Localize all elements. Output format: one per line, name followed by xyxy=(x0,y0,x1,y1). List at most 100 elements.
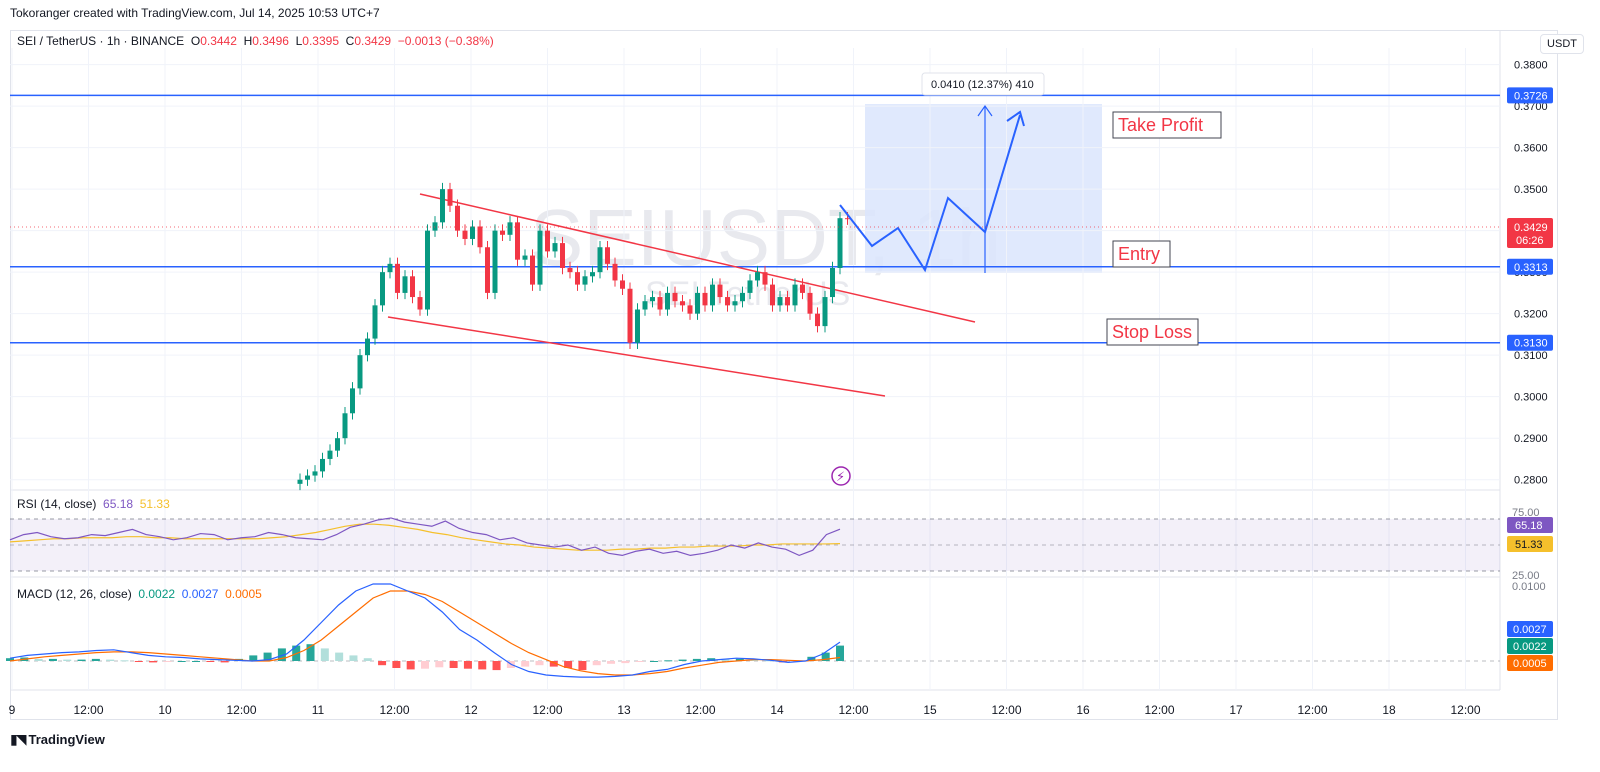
currency-button[interactable]: USDT xyxy=(1540,34,1584,54)
lightning-icon: ⚡ xyxy=(836,470,845,485)
candle-body xyxy=(297,479,303,484)
time-tick: 15 xyxy=(923,703,937,717)
tradingview-logo[interactable]: ▮◥ TradingView xyxy=(10,731,105,748)
macd-value: 0.0027 xyxy=(181,587,219,601)
candle-body xyxy=(522,255,528,260)
rsi-legend[interactable]: RSI (14, close) 65.18 51.33 xyxy=(17,497,170,511)
time-tick: 18 xyxy=(1382,703,1396,717)
macd-hist-bar xyxy=(821,652,830,661)
macd-hist-bar xyxy=(549,661,558,667)
macd-signal-tag-text: 0.0005 xyxy=(1513,658,1547,670)
time-tick: 12:00 xyxy=(73,703,103,717)
macd-hist-bar xyxy=(421,661,429,669)
candle-body xyxy=(305,475,310,480)
entry-box[interactable] xyxy=(1112,240,1171,268)
candle-body xyxy=(567,268,573,273)
macd-signal-line xyxy=(9,590,841,676)
candle-body xyxy=(507,222,513,235)
macd-hist-bar xyxy=(621,661,630,664)
candle-body xyxy=(575,272,580,285)
close-label: C xyxy=(345,34,355,48)
macd-hist-bar xyxy=(177,661,186,662)
price-tick: 0.3600 xyxy=(1514,143,1548,155)
stop-loss-box[interactable] xyxy=(1106,318,1199,346)
measure-label-box xyxy=(921,72,1045,96)
candle-body xyxy=(545,230,550,252)
macd-hist-bar xyxy=(607,661,616,664)
candle-body xyxy=(680,301,685,306)
macd-hist-bar xyxy=(649,661,658,662)
candle-body xyxy=(350,388,355,414)
macd-hist-bar xyxy=(764,660,773,662)
macd-hist-bar xyxy=(378,661,387,666)
symbol-legend[interactable]: SEI / TetherUS · 1h · BINANCE O0.3442 H0… xyxy=(17,34,494,48)
channel-lower-trendline[interactable] xyxy=(387,316,886,397)
alert-icon[interactable] xyxy=(831,466,851,486)
candle-body xyxy=(725,297,730,306)
change-value: −0.0013 (−0.38%) xyxy=(397,34,494,48)
macd-hist-bar xyxy=(592,661,601,666)
level-tag xyxy=(1507,334,1553,351)
candle-body xyxy=(710,284,715,306)
price-tick: 0.2800 xyxy=(1514,475,1548,487)
candle-body xyxy=(537,230,543,285)
level-tags: 0.3726 0.3313 0.3130 xyxy=(1507,87,1553,351)
macd-hist-bar xyxy=(34,658,43,661)
macd-histogram xyxy=(6,644,844,671)
candle-body xyxy=(417,297,423,310)
macd-hist-bar xyxy=(149,661,158,663)
macd-hist-bar xyxy=(578,661,587,671)
candle-body xyxy=(815,313,820,327)
macd-legend[interactable]: MACD (12, 26, close) 0.0022 0.0027 0.000… xyxy=(17,587,262,601)
rsi-line xyxy=(9,517,841,557)
high-label: H xyxy=(243,34,253,48)
candle-body xyxy=(665,292,670,310)
level-tag xyxy=(1507,258,1553,275)
macd-hist-bar xyxy=(521,661,530,667)
take-profit-box[interactable] xyxy=(1112,111,1222,139)
time-tick: 12:00 xyxy=(838,703,868,717)
symbol-name: SEI / TetherUS · 1h · BINANCE xyxy=(17,34,185,48)
candle-body xyxy=(410,276,415,298)
macd-hist-bar xyxy=(120,660,129,662)
chart-frame xyxy=(10,30,1558,720)
candle-body xyxy=(312,471,318,476)
macd-hist-bar xyxy=(335,652,344,661)
time-tick: 16 xyxy=(1076,703,1090,717)
candle-body xyxy=(372,305,378,339)
trendlines xyxy=(387,193,976,397)
time-tick: 12:00 xyxy=(226,703,256,717)
time-tick: 11 xyxy=(312,703,325,717)
candle-body xyxy=(395,263,400,293)
candle-body xyxy=(800,284,805,293)
macd-hist-bar xyxy=(349,655,358,661)
time-tick: 12:00 xyxy=(1450,703,1480,717)
macd-label: MACD (12, 26, close) xyxy=(17,587,132,601)
candle-body xyxy=(402,276,408,293)
candle-body xyxy=(672,292,678,302)
macd-hist-bar xyxy=(836,645,844,661)
time-tick: 12:00 xyxy=(991,703,1021,717)
macd-hist-bar xyxy=(91,658,100,661)
macd-hist-bar xyxy=(320,648,329,661)
macd-hist-bar xyxy=(564,661,573,668)
candle-body xyxy=(365,338,370,356)
candle-body xyxy=(552,243,558,252)
last-price-value: 0.3429 xyxy=(1514,222,1548,234)
candle-body xyxy=(635,309,640,343)
macd-hist-tag xyxy=(1507,638,1553,654)
price-tick: 0.3800 xyxy=(1514,60,1548,72)
candle-body xyxy=(612,263,618,281)
open-label: O xyxy=(190,34,201,48)
macd-line xyxy=(9,583,841,678)
rsi-ma-value: 51.33 xyxy=(139,497,170,511)
macd-hist-bar xyxy=(750,659,759,661)
candle-body xyxy=(387,263,393,273)
candle-body xyxy=(642,301,648,310)
macd-hist-bar xyxy=(721,658,730,661)
macd-hist-bar xyxy=(449,661,458,668)
candle-body xyxy=(515,222,520,260)
measure-label: 0.0410 (12.37%) 410 xyxy=(931,79,1034,91)
channel-upper-trendline[interactable] xyxy=(419,193,976,323)
